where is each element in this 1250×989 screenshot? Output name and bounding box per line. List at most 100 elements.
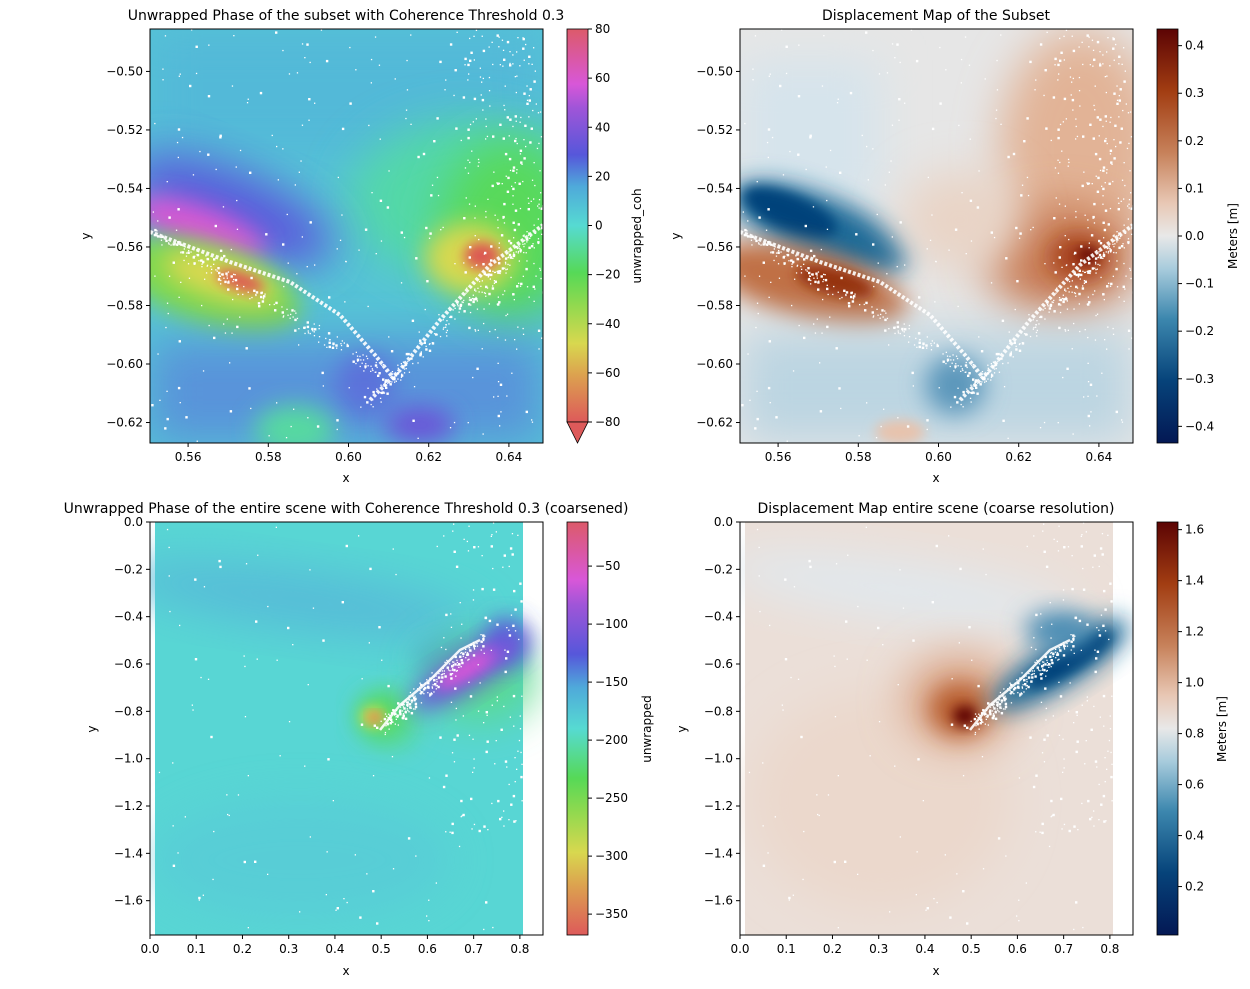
y-tick-label: 0.0: [124, 515, 143, 529]
y-tick-label: −0.6: [114, 657, 143, 671]
colorbar-tick-label: 0.3: [1185, 86, 1204, 100]
y-tick-label: −1.6: [114, 894, 143, 908]
colorbar-tick-label: −200: [595, 733, 628, 747]
y-tick-label: −0.58: [106, 298, 143, 312]
low-coherence-mask: [748, 522, 1113, 931]
x-tick-label: 0.0: [140, 942, 159, 956]
y-tick-label: 0.0: [714, 515, 733, 529]
y-tick-label: −0.8: [704, 704, 733, 718]
fault-trace-east: [368, 223, 543, 402]
colorbar-ticks: 1.6 1.4 1.2 1.0 0.8 0.6 0.4 0.2: [1178, 523, 1204, 894]
colorbar-ticks: 0.4 0.3 0.2 0.1 0.0 −0.1 −0.2 −0.3 −0.4: [1178, 39, 1214, 433]
y-tick-label: −1.2: [704, 799, 733, 813]
x-tick-label: 0.7: [464, 942, 483, 956]
x-tick-label: 0.60: [335, 450, 362, 464]
colorbar-label: Meters [m]: [1226, 203, 1240, 269]
x-tick-label: 0.8: [510, 942, 529, 956]
colorbar-tick-label: 0.8: [1185, 727, 1204, 741]
y-tick-label: −0.2: [704, 562, 733, 576]
colorbar-tick-label: 0.1: [1185, 181, 1204, 195]
x-tick-label: 0.2: [233, 942, 252, 956]
colorbar-extend-triangle: [566, 421, 589, 444]
chart-title: Unwrapped Phase of the subset with Coher…: [128, 8, 565, 24]
y-tick-label: −1.2: [114, 799, 143, 813]
y-tick-label: −0.56: [696, 240, 733, 254]
x-axis: 0.56 0.58 0.60 0.62 0.64: [175, 443, 523, 464]
y-axis-label: y: [669, 232, 683, 239]
y-tick-label: −0.4: [704, 610, 733, 624]
colorbar-tick-label: 0.6: [1185, 778, 1204, 792]
x-axis: 0.56 0.58 0.60 0.62 0.64: [765, 443, 1113, 464]
colorbar-tick-label: 1.2: [1185, 625, 1204, 639]
colorbar-tick-label: 0.2: [1185, 880, 1204, 894]
colorbar-tick-label: 1.6: [1185, 523, 1204, 537]
colorbar-gradient: [1156, 521, 1179, 936]
x-tick-label: 0.64: [1086, 450, 1113, 464]
y-tick-label: −0.60: [696, 357, 733, 371]
fault-trace-west: [740, 230, 987, 382]
x-axis: 0.0 0.1 0.2 0.3 0.4 0.5 0.6 0.7 0.8: [730, 935, 1119, 956]
y-axis: −0.50 −0.52 −0.54 −0.56 −0.58 −0.60 −0.62: [106, 64, 150, 430]
axes-frame: [739, 28, 1134, 444]
heatmap-image: [740, 29, 1133, 443]
x-axis: 0.0 0.1 0.2 0.3 0.4 0.5 0.6 0.7 0.8: [140, 935, 529, 956]
colorbar-tick-label: −150: [595, 675, 628, 689]
x-tick-label: 0.58: [845, 450, 872, 464]
colorbar-tick-label: −0.4: [1185, 419, 1214, 433]
heatmap-image: [150, 522, 543, 935]
colorbar-label: Meters [m]: [1215, 696, 1229, 762]
chart-title: Displacement Map of the Subset: [822, 8, 1051, 24]
panel-displacement-entire-scene: Displacement Map entire scene (coarse re…: [675, 501, 1229, 978]
y-tick-label: −0.62: [696, 416, 733, 430]
x-tick-label: 0.3: [279, 942, 298, 956]
x-tick-label: 0.62: [415, 450, 442, 464]
colorbar-tick-label: −0.3: [1185, 372, 1214, 386]
x-axis-label: x: [932, 964, 939, 978]
colorbar-tick-label: 1.4: [1185, 574, 1204, 588]
y-tick-label: −0.50: [696, 64, 733, 78]
y-tick-label: −0.4: [114, 610, 143, 624]
x-tick-label: 0.5: [962, 942, 981, 956]
y-tick-label: −0.52: [106, 123, 143, 137]
low-coherence-mask: [150, 29, 543, 442]
colorbar-label: unwrapped_coh: [630, 188, 644, 283]
y-tick-label: −1.0: [704, 752, 733, 766]
x-axis-label: x: [932, 471, 939, 485]
colorbar-tick-label: 20: [595, 169, 610, 183]
x-tick-label: 0.1: [777, 942, 796, 956]
colorbar-gradient: [1156, 28, 1179, 444]
colorbar-tick-label: −250: [595, 791, 628, 805]
colorbar-tick-label: 40: [595, 120, 610, 134]
colorbar-tick-label: −80: [595, 415, 620, 429]
x-tick-label: 0.4: [915, 942, 934, 956]
x-tick-label: 0.64: [496, 450, 523, 464]
x-tick-label: 0.6: [1008, 942, 1027, 956]
colorbar-tick-label: 60: [595, 71, 610, 85]
colorbar-label: unwrapped: [640, 695, 654, 763]
y-tick-label: −0.52: [696, 123, 733, 137]
x-tick-label: 0.1: [187, 942, 206, 956]
colorbar-tick-label: 0.4: [1185, 829, 1204, 843]
colorbar: 1.6 1.4 1.2 1.0 0.8 0.6 0.4 0.2 Meters [m]: [1156, 521, 1229, 936]
y-tick-label: −0.2: [114, 562, 143, 576]
colorbar-tick-label: 0.0: [1185, 229, 1204, 243]
x-tick-label: 0.2: [823, 942, 842, 956]
y-axis-label: y: [85, 725, 99, 732]
colorbar-tick-label: 0: [595, 219, 603, 233]
x-axis-label: x: [342, 964, 349, 978]
colorbar: 0.4 0.3 0.2 0.1 0.0 −0.1 −0.2 −0.3 −0.4 Meters […: [1156, 28, 1240, 444]
y-tick-label: −0.60: [106, 357, 143, 371]
chart-title: Unwrapped Phase of the entire scene with…: [64, 501, 629, 517]
x-axis-label: x: [342, 471, 349, 485]
chart-title: Displacement Map entire scene (coarse re…: [758, 501, 1115, 517]
y-tick-label: −1.6: [704, 894, 733, 908]
low-coherence-mask: [158, 522, 523, 931]
panel-unwrapped-subset: Unwrapped Phase of the subset with Coher…: [79, 8, 644, 485]
axes-frame: [149, 28, 544, 444]
x-tick-label: 0.8: [1100, 942, 1119, 956]
y-axis: 0.0 −0.2 −0.4 −0.6 −0.8 −1.0 −1.2 −1.4 −1.6: [704, 515, 740, 908]
colorbar-tick-label: 80: [595, 22, 610, 36]
colorbar-tick-label: −0.1: [1185, 277, 1214, 291]
x-tick-label: 0.60: [925, 450, 952, 464]
